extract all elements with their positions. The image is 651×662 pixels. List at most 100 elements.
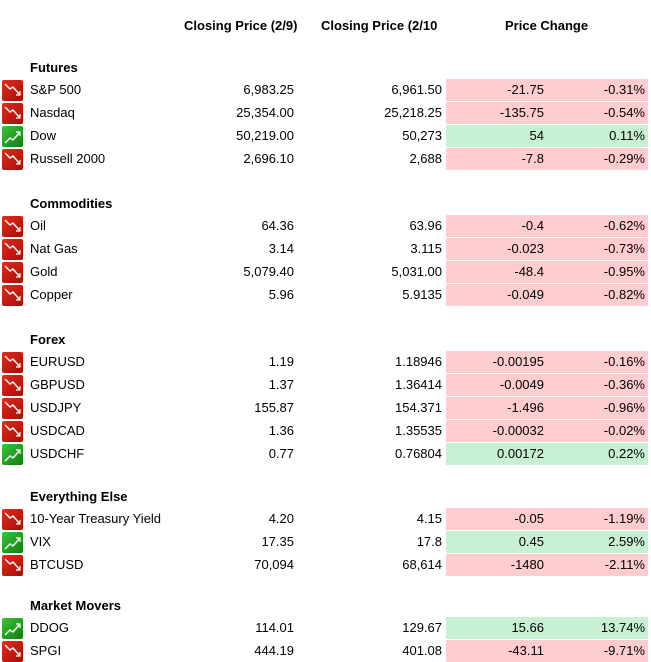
- closing-price-curr: 1.36414: [395, 377, 442, 392]
- header-price-change: Price Change: [505, 18, 589, 33]
- price-change-percent: -0.16%: [603, 354, 645, 369]
- price-change-value: -135.75: [499, 105, 544, 120]
- closing-price-prev: 0.77: [268, 446, 294, 461]
- price-change-percent: -1.19%: [603, 511, 645, 526]
- table-row: EURUSD 1.19 1.18946 -0.00195 -0.16%: [0, 351, 651, 373]
- table-row: Copper 5.96 5.9135 -0.049 -0.82%: [0, 284, 651, 306]
- closing-price-prev: 64.36: [261, 218, 294, 233]
- table-row: S&P 500 6,983.25 6,961.50 -21.75 -0.31%: [0, 79, 651, 101]
- price-change-percent: 13.74%: [600, 620, 645, 635]
- price-change-percent: -0.95%: [603, 264, 645, 279]
- section-title: Forex: [30, 332, 66, 347]
- instrument-name: USDJPY: [30, 400, 82, 415]
- trend-down-icon: [2, 555, 23, 576]
- trend-down-icon: [2, 239, 23, 260]
- closing-price-curr: 5,031.00: [391, 264, 442, 279]
- price-change-value: 0.45: [518, 534, 544, 549]
- price-change-cell: -21.75 -0.31%: [446, 79, 648, 101]
- price-change-cell: 0.00172 0.22%: [446, 443, 648, 465]
- instrument-name: USDCAD: [30, 423, 85, 438]
- table-row: Gold 5,079.40 5,031.00 -48.4 -0.95%: [0, 261, 651, 283]
- price-change-value: -1480: [510, 557, 544, 572]
- section-title: Everything Else: [30, 489, 128, 504]
- table-row: Russell 2000 2,696.10 2,688 -7.8 -0.29%: [0, 148, 651, 170]
- table-row: USDJPY 155.87 154.371 -1.496 -0.96%: [0, 397, 651, 419]
- price-change-cell: -0.4 -0.62%: [446, 215, 648, 237]
- instrument-name: EURUSD: [30, 354, 85, 369]
- closing-price-curr: 63.96: [409, 218, 442, 233]
- closing-price-prev: 6,983.25: [243, 82, 294, 97]
- price-change-value: -0.023: [507, 241, 544, 256]
- instrument-name: Oil: [30, 218, 46, 233]
- price-change-cell: -0.023 -0.73%: [446, 238, 648, 260]
- table-row: DDOG 114.01 129.67 15.66 13.74%: [0, 617, 651, 639]
- price-change-cell: -7.8 -0.29%: [446, 148, 648, 170]
- price-change-percent: -0.54%: [603, 105, 645, 120]
- price-change-cell: -1.496 -0.96%: [446, 397, 648, 419]
- instrument-name: GBPUSD: [30, 377, 85, 392]
- price-change-cell: 0.45 2.59%: [446, 531, 648, 553]
- price-change-value: -1.496: [507, 400, 544, 415]
- price-change-percent: 2.59%: [608, 534, 645, 549]
- price-change-cell: -0.00195 -0.16%: [446, 351, 648, 373]
- price-change-cell: -0.049 -0.82%: [446, 284, 648, 306]
- price-change-cell: -0.0049 -0.36%: [446, 374, 648, 396]
- table-row: SPGI 444.19 401.08 -43.11 -9.71%: [0, 640, 651, 662]
- closing-price-prev: 4.20: [268, 511, 294, 526]
- closing-price-prev: 17.35: [261, 534, 294, 549]
- table-row: 10-Year Treasury Yield 4.20 4.15 -0.05 -1.19…: [0, 508, 651, 530]
- trend-up-icon: [2, 444, 23, 465]
- instrument-name: DDOG: [30, 620, 69, 635]
- closing-price-prev: 1.37: [268, 377, 294, 392]
- price-change-value: 15.66: [511, 620, 544, 635]
- table-row: VIX 17.35 17.8 0.45 2.59%: [0, 531, 651, 553]
- trend-down-icon: [2, 352, 23, 373]
- closing-price-curr: 129.67: [402, 620, 442, 635]
- instrument-name: Nat Gas: [30, 241, 78, 256]
- price-change-value: -0.00195: [492, 354, 544, 369]
- instrument-name: Nasdaq: [30, 105, 75, 120]
- closing-price-prev: 1.19: [268, 354, 294, 369]
- price-change-cell: 15.66 13.74%: [446, 617, 648, 639]
- trend-up-icon: [2, 618, 23, 639]
- price-change-cell: -1480 -2.11%: [446, 554, 648, 576]
- closing-price-prev: 5,079.40: [243, 264, 294, 279]
- closing-price-prev: 444.19: [254, 643, 294, 658]
- closing-price-curr: 154.371: [395, 400, 442, 415]
- closing-price-curr: 3.115: [410, 241, 442, 256]
- trend-down-icon: [2, 509, 23, 530]
- price-change-percent: -2.11%: [604, 557, 645, 572]
- price-change-value: -43.11: [508, 643, 544, 658]
- table-row: Nasdaq 25,354.00 25,218.25 -135.75 -0.54%: [0, 102, 651, 124]
- price-change-cell: -0.00032 -0.02%: [446, 420, 648, 442]
- section-title: Commodities: [30, 196, 113, 211]
- trend-down-icon: [2, 375, 23, 396]
- closing-price-prev: 114.01: [255, 620, 294, 635]
- instrument-name: USDCHF: [30, 446, 85, 461]
- closing-price-curr: 1.18946: [395, 354, 442, 369]
- instrument-name: Copper: [30, 287, 73, 302]
- instrument-name: Russell 2000: [30, 151, 106, 166]
- closing-price-curr: 68,614: [402, 557, 442, 572]
- price-change-value: 54: [529, 128, 544, 143]
- trend-down-icon: [2, 398, 23, 419]
- instrument-name: S&P 500: [30, 82, 82, 97]
- closing-price-curr: 6,961.50: [391, 82, 442, 97]
- closing-price-prev: 2,696.10: [243, 151, 294, 166]
- table-row: Dow 50,219.00 50,273 54 0.11%: [0, 125, 651, 147]
- table-row: BTCUSD 70,094 68,614 -1480 -2.11%: [0, 554, 651, 576]
- closing-price-curr: 0.76804: [395, 446, 442, 461]
- price-change-cell: -0.05 -1.19%: [446, 508, 648, 530]
- price-change-percent: -0.73%: [603, 241, 645, 256]
- trend-up-icon: [2, 126, 23, 147]
- closing-price-curr: 5.9135: [402, 287, 442, 302]
- table-row: Oil 64.36 63.96 -0.4 -0.62%: [0, 215, 651, 237]
- price-change-percent: -0.82%: [603, 287, 645, 302]
- trend-down-icon: [2, 262, 23, 283]
- closing-price-prev: 1.36: [268, 423, 294, 438]
- instrument-name: BTCUSD: [30, 557, 84, 572]
- closing-price-curr: 401.08: [402, 643, 442, 658]
- table-row: Nat Gas 3.14 3.115 -0.023 -0.73%: [0, 238, 651, 260]
- closing-price-prev: 5.96: [268, 287, 294, 302]
- price-change-value: -0.049: [507, 287, 544, 302]
